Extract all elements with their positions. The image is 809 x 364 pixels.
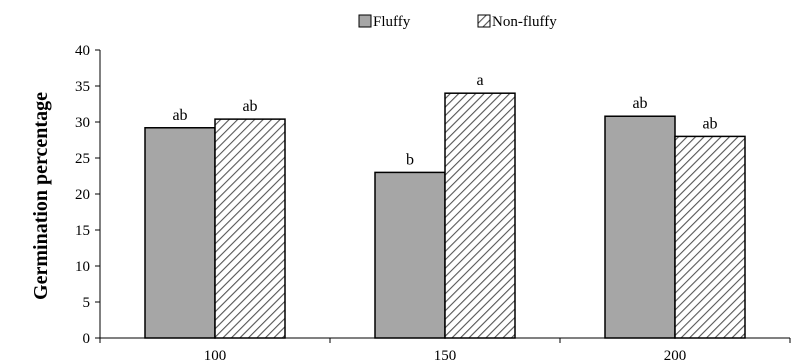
x-axis-ticks: 100 150 200 [99,338,791,364]
significance-label: ab [632,95,647,112]
legend-swatch-non-fluffy [477,14,491,28]
significance-label: ab [172,107,187,124]
x-tick-label: 150 [434,348,457,364]
bar-non-fluffy-150 [444,92,516,339]
bar-fluffy-150 [374,171,446,339]
x-tick-label: 100 [204,348,227,364]
y-tick-label: 20 [75,187,90,203]
y-tick-label: 10 [75,259,90,275]
y-tick-label: 30 [75,115,90,131]
y-tick-label: 0 [83,331,91,347]
bar-non-fluffy-200 [674,135,746,339]
significance-label: ab [702,115,717,132]
legend-label-fluffy: Fluffy [373,14,411,30]
legend: Fluffy Non-fluffy [358,14,557,30]
y-tick-label: 15 [75,223,90,239]
y-tick-label: 35 [75,79,90,95]
bar-fluffy-100 [144,127,216,339]
significance-label: ab [242,98,257,115]
y-axis-label: Germination percentage [30,92,52,300]
bar-fluffy-200 [604,115,676,339]
significance-label: a [476,72,483,89]
y-axis-ticks: 0 5 10 15 20 25 30 35 40 [75,43,100,347]
significance-label: b [406,151,414,168]
bar-non-fluffy-100 [214,118,286,339]
y-tick-label: 25 [75,151,90,167]
bars [144,92,746,339]
y-tick-label: 40 [75,43,90,59]
legend-label-non-fluffy: Non-fluffy [492,14,557,30]
legend-swatch-fluffy [358,14,372,28]
x-tick-label: 200 [664,348,687,364]
y-tick-label: 5 [83,295,91,311]
significance-labels: ab ab b a ab ab [172,72,717,168]
